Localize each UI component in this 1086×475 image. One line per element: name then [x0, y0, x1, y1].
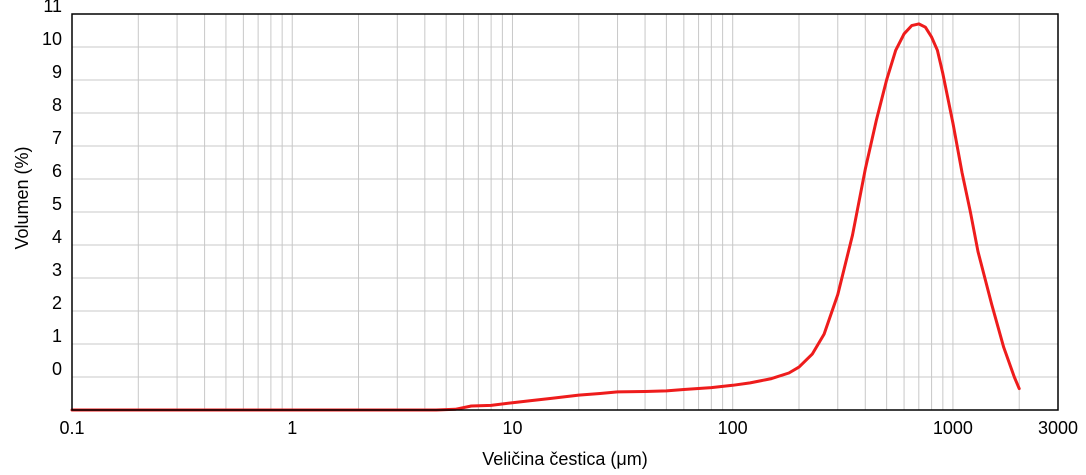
y-tick-label: 5	[52, 194, 62, 214]
x-tick-label: 1000	[933, 418, 973, 438]
y-tick-labels: 0 1 2 3 4 5 6 7 8 9 10 11	[42, 0, 62, 379]
x-tick-label: 10	[502, 418, 522, 438]
series-layer	[70, 22, 1021, 412]
y-tick-label: 8	[52, 95, 62, 115]
y-tick-label: 2	[52, 293, 62, 313]
y-tick-label: 7	[52, 128, 62, 148]
y-tick-label: 3	[52, 260, 62, 280]
y-tick-label: 4	[52, 227, 62, 247]
x-tick-label: 1	[287, 418, 297, 438]
plot-frame	[71, 13, 1059, 411]
y-axis-title: Volumen (%)	[12, 146, 32, 249]
x-tick-label: 100	[718, 418, 748, 438]
x-tick-label: 3000	[1038, 418, 1078, 438]
y-tick-label: 6	[52, 161, 62, 181]
x-tick-label: 0.1	[59, 418, 84, 438]
y-tick-label: 0	[52, 359, 62, 379]
x-axis-title: Veličina čestica (μm)	[482, 449, 647, 469]
y-tick-label: 11	[43, 0, 62, 16]
y-tick-label: 10	[42, 29, 62, 49]
grid-layer	[72, 13, 1058, 410]
series-line	[70, 22, 1021, 412]
y-tick-label: 9	[52, 62, 62, 82]
y-tick-label: 1	[52, 326, 62, 346]
x-tick-labels: 0.1 1 10 100 1000 3000	[59, 418, 1078, 438]
